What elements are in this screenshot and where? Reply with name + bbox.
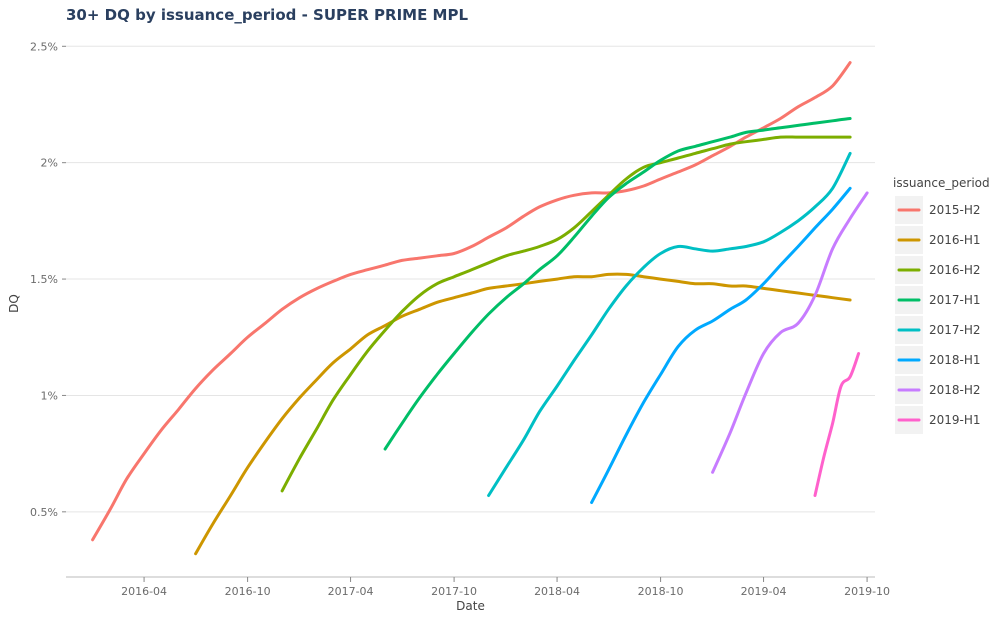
series-line-2018-H2 — [711, 191, 869, 474]
chart-title: 30+ DQ by issuance_period - SUPER PRIME … — [66, 6, 469, 24]
series-line-2015-H2 — [91, 61, 852, 542]
series-line-2018-H1 — [590, 186, 852, 504]
y-tick-label: 2.5% — [30, 40, 58, 53]
y-tick-label: 1.5% — [30, 273, 58, 286]
legend-label: 2016-H2 — [929, 263, 981, 277]
legend-label: 2018-H1 — [929, 353, 981, 367]
series-line-2019-H1 — [813, 352, 861, 497]
legend-title: issuance_period — [893, 176, 990, 190]
legend-label: 2016-H1 — [929, 233, 981, 247]
y-tick-label: 0.5% — [30, 506, 58, 519]
x-tick-label: 2016-04 — [121, 585, 167, 598]
y-tick-label: 2% — [41, 157, 58, 170]
series-line-2016-H2 — [280, 135, 852, 493]
grid-lines — [66, 45, 875, 513]
axes: 0.5% 1% 1.5% 2% 2.5% 2016-04 2016-10 2017-04 201… — [7, 40, 890, 613]
y-tick-label: 1% — [41, 389, 58, 402]
x-axis-title: Date — [456, 599, 485, 613]
legend-label: 2019-H1 — [929, 413, 981, 427]
legend-label: 2018-H2 — [929, 383, 981, 397]
x-tick-label: 2018-04 — [534, 585, 580, 598]
legend-label: 2017-H2 — [929, 323, 981, 337]
x-tick-label: 2019-04 — [741, 585, 787, 598]
series-line-2017-H2 — [487, 151, 852, 497]
x-tick-label: 2017-10 — [431, 585, 477, 598]
legend-label: 2017-H1 — [929, 293, 981, 307]
legend-label: 2015-H2 — [929, 203, 981, 217]
x-tick-label: 2019-10 — [844, 585, 890, 598]
y-axis-title: DQ — [7, 294, 21, 313]
series-lines — [91, 61, 869, 556]
legend: issuance_period 2015-H2 2016-H1 2016-H2 2017… — [893, 176, 990, 434]
x-tick-label: 2016-10 — [225, 585, 271, 598]
series-line-2017-H1 — [383, 117, 852, 451]
x-tick-label: 2017-04 — [328, 585, 374, 598]
x-tick-label: 2018-10 — [638, 585, 684, 598]
